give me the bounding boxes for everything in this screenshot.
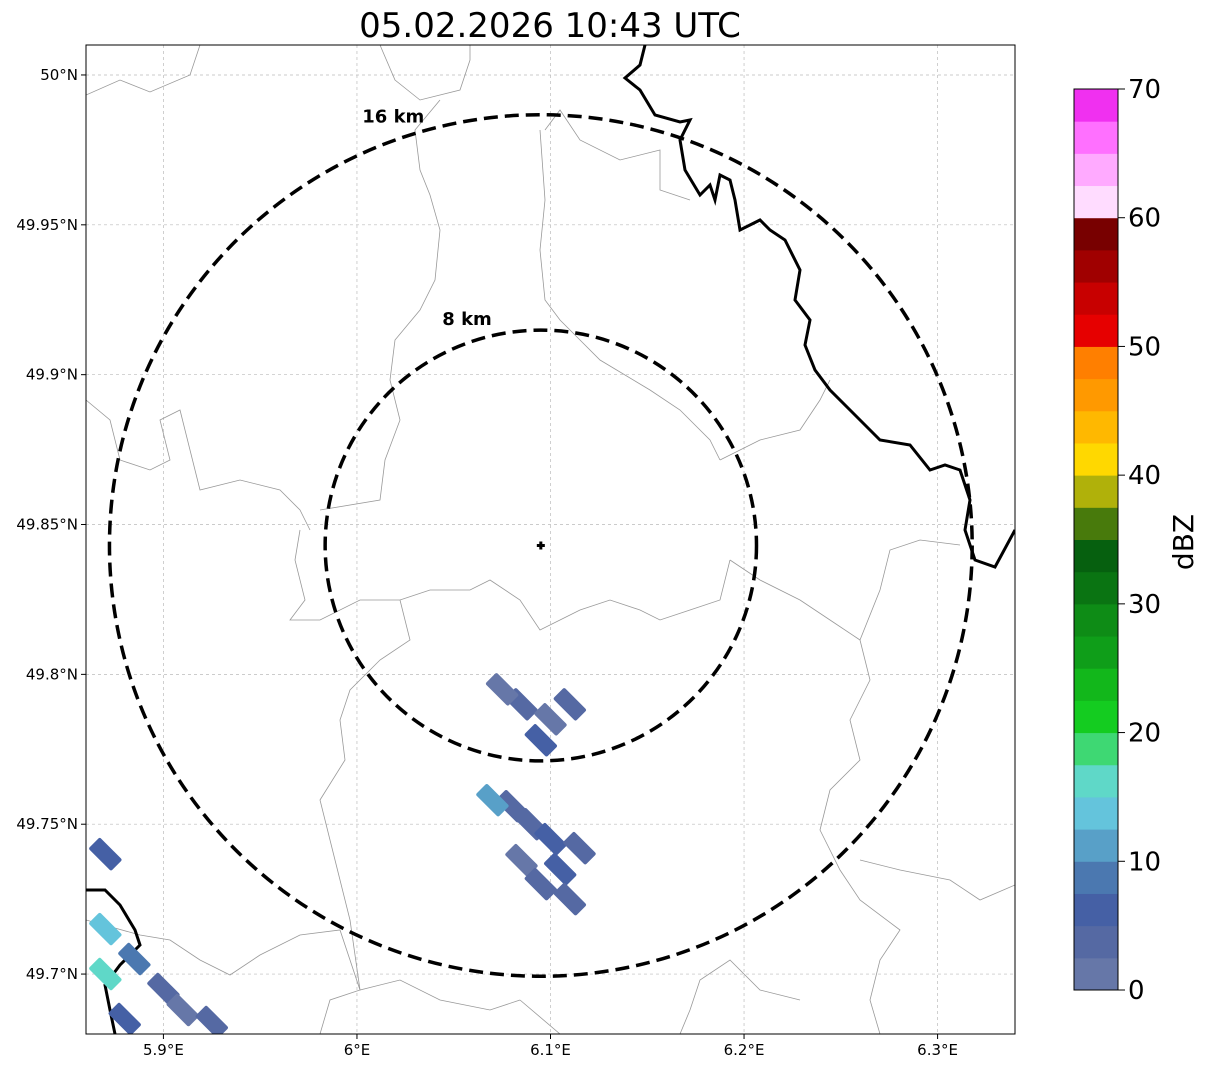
colorbar-frame — [1073, 88, 1119, 991]
colorbar-bin — [1074, 410, 1118, 444]
radar-echo-cell — [118, 942, 151, 976]
lat-tick-label: 49.8°N — [26, 665, 78, 683]
colorbar-bin — [1074, 217, 1118, 251]
colorbar-bin — [1074, 314, 1118, 347]
radar-echo-cell — [476, 784, 509, 817]
radar-echo-cell — [89, 957, 122, 991]
colorbar-bin — [1074, 121, 1118, 154]
lon-tick-label: 5.9°E — [143, 1041, 184, 1059]
latitude-labels: 49.7°N 49.75°N 49.8°N 49.85°N 49.9°N 49.95°N 5… — [16, 66, 86, 983]
lat-tick-label: 49.85°N — [16, 516, 78, 534]
lat-tick-label: 49.9°N — [26, 366, 78, 384]
radar-echo-cell — [485, 673, 519, 706]
colorbar-bin — [1074, 732, 1118, 766]
colorbar-bin — [1074, 442, 1118, 476]
radar-echoes — [89, 673, 596, 1034]
lat-tick-label: 49.75°N — [16, 815, 78, 833]
map-title: 05.02.2026 10:43 UTC — [359, 6, 741, 46]
colorbar-tick-label: 0 — [1128, 976, 1145, 1006]
radar-echo-cell — [166, 993, 199, 1027]
colorbar-bin — [1074, 346, 1118, 380]
lat-tick-label: 50°N — [40, 66, 78, 84]
colorbar-tick-label: 10 — [1128, 847, 1161, 877]
lat-tick-label: 49.7°N — [26, 965, 78, 983]
radar-echo-cell — [563, 832, 596, 865]
colorbar-bin — [1074, 861, 1118, 894]
colorbar-tick-label: 50 — [1128, 332, 1161, 362]
colorbar-bin — [1074, 153, 1118, 187]
colorbar-tick-label: 60 — [1128, 204, 1161, 234]
colorbar-bin — [1074, 507, 1118, 540]
colorbar-tick-label: 20 — [1128, 719, 1161, 749]
colorbar-bin — [1074, 764, 1118, 798]
municipal-borders — [86, 45, 1015, 1034]
colorbar-bin — [1074, 185, 1118, 219]
radar-echo-cell — [524, 868, 557, 901]
radar-echo-cell — [534, 823, 567, 856]
colorbar: 0 10 20 30 40 50 60 70 dBZ — [1073, 75, 1200, 1006]
colorbar-bin — [1074, 571, 1118, 605]
lon-tick-label: 6.3°E — [917, 1041, 958, 1059]
colorbar-ticks: 0 10 20 30 40 50 60 70 — [1118, 75, 1161, 1006]
range-ring-labels: 8 km 16 km — [362, 107, 492, 330]
lon-tick-label: 6.2°E — [724, 1041, 765, 1059]
radar-echo-cell — [89, 838, 122, 871]
radar-echo-cell — [534, 703, 567, 736]
radar-echo-cell — [147, 972, 180, 1006]
range-ring — [323, 328, 759, 763]
colorbar-bin — [1074, 249, 1118, 283]
colorbar-bin — [1074, 957, 1118, 991]
colorbar-bin — [1074, 925, 1118, 959]
colorbar-bin — [1074, 829, 1118, 862]
radar-echo-cell — [544, 853, 577, 886]
longitude-labels: 5.9°E 6°E 6.1°E 6.2°E 6.3°E — [143, 1034, 958, 1059]
colorbar-bin — [1074, 378, 1118, 412]
colorbar-bin — [1074, 668, 1118, 701]
radar-echo-cell — [524, 724, 557, 757]
map-layers: 8 km 16 km — [86, 45, 1015, 1034]
radar-echo-cell — [553, 688, 586, 721]
country-border — [86, 45, 1015, 1034]
colorbar-tick-label: 70 — [1128, 75, 1161, 105]
radar-echo-cell — [108, 1002, 141, 1034]
range-ring-label: 16 km — [362, 107, 424, 128]
range-rings — [107, 112, 974, 978]
lon-tick-label: 6.1°E — [530, 1041, 571, 1059]
radar-echo-cell — [195, 1005, 228, 1034]
lon-tick-label: 6°E — [344, 1041, 371, 1059]
colorbar-bins — [1074, 89, 1118, 991]
colorbar-bin — [1074, 89, 1118, 122]
colorbar-tick-label: 30 — [1128, 590, 1161, 620]
gridlines — [86, 45, 1015, 1034]
colorbar-bin — [1074, 700, 1118, 734]
colorbar-bin — [1074, 893, 1118, 927]
radar-site-marker — [536, 541, 545, 550]
radar-echo-cell — [553, 882, 586, 916]
colorbar-bin — [1074, 539, 1118, 573]
radar-echo-cell — [89, 912, 122, 946]
colorbar-bin — [1074, 636, 1118, 669]
colorbar-tick-label: 40 — [1128, 461, 1161, 491]
map-panel: 8 km 16 km 5.9°E 6°E 6.1°E 6.2°E 6.3°E 49.7°N… — [16, 44, 1016, 1059]
colorbar-bin — [1074, 282, 1118, 315]
lat-tick-label: 49.95°N — [16, 216, 78, 234]
colorbar-bin — [1074, 796, 1118, 830]
range-ring — [107, 112, 974, 978]
radar-echo-cell — [505, 844, 538, 877]
colorbar-label: dBZ — [1167, 514, 1200, 570]
colorbar-bin — [1074, 603, 1118, 637]
colorbar-bin — [1074, 475, 1118, 508]
range-ring-label: 8 km — [442, 309, 492, 330]
